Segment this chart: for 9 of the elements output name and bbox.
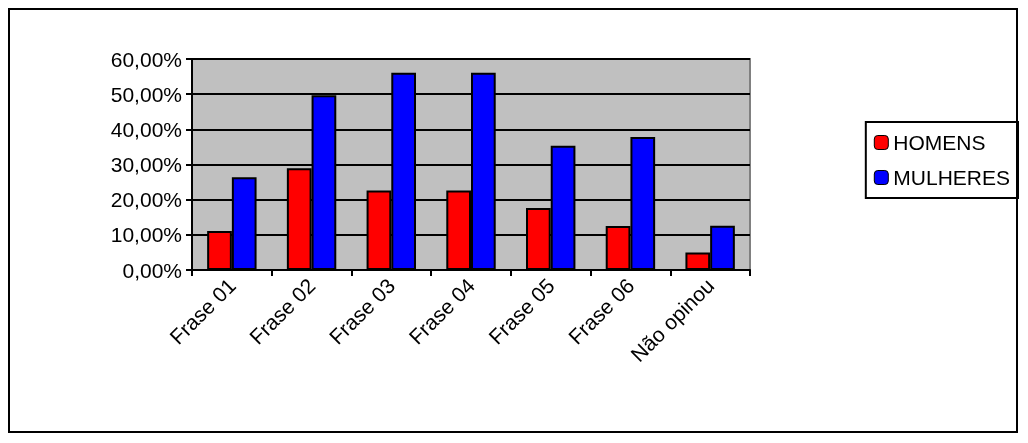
y-tick-label: 20,00% — [110, 188, 182, 212]
legend-label: HOMENS — [893, 131, 986, 154]
y-tick-label: 50,00% — [110, 82, 182, 106]
y-tick-label: 0,00% — [122, 258, 182, 282]
y-tick-label: 60,00% — [110, 47, 182, 71]
y-tick-label: 40,00% — [110, 117, 182, 141]
legend-label: MULHERES — [893, 166, 1011, 189]
y-tick-label: 30,00% — [110, 153, 182, 176]
y-tick-label: 10,00% — [110, 223, 182, 247]
